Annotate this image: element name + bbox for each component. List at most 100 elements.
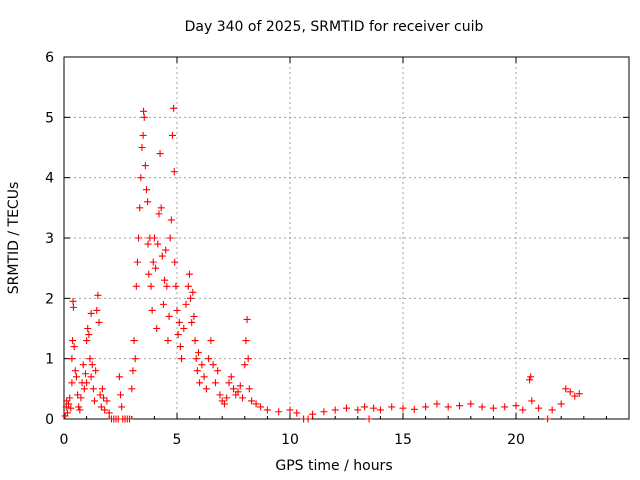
x-tick-label: 10 [281,432,299,448]
data-point [96,391,104,399]
data-point [275,408,283,416]
data-point [189,288,197,296]
data-point [557,400,565,408]
data-point [309,410,317,418]
data-point [178,355,186,363]
data-point [132,282,140,290]
data-point [354,406,362,414]
data-point [205,355,213,363]
data-point [75,403,83,411]
x-tick-label: 20 [507,432,525,448]
data-point [388,403,396,411]
data-point [242,337,250,345]
data-point [94,291,102,299]
chart-title: Day 340 of 2025, SRMTID for receiver cui… [185,19,484,35]
data-point [136,204,144,212]
data-point [202,385,210,393]
x-tick-label: 15 [394,432,412,448]
data-point [100,394,108,402]
data-point [105,409,113,417]
x-axis-label: GPS time / hours [275,458,392,474]
data-point [71,367,79,375]
data-point [234,388,242,396]
data-point [170,104,178,112]
data-point [571,392,579,400]
data-point [150,234,158,242]
y-tick-label: 6 [45,50,54,66]
data-point [147,282,155,290]
data-point [129,367,137,375]
data-point [89,385,97,393]
data-point [252,400,260,408]
data-point [152,264,160,272]
x-tick-label: 0 [60,432,69,448]
y-tick-label: 2 [45,291,54,307]
data-point [207,337,215,345]
data-point [220,400,228,408]
data-point [91,397,99,405]
data-point [128,385,136,393]
data-point [79,361,87,369]
data-point [343,404,350,412]
data-point [399,404,407,412]
data-point [83,379,91,387]
data-point [248,397,256,405]
data-point [501,403,509,411]
data-point [187,294,195,302]
data-point [162,246,170,254]
data-point [135,234,143,242]
data-point [87,309,95,317]
data-point [422,403,430,411]
data-point [191,337,199,345]
data-point [544,415,552,423]
data-point [141,162,149,170]
data-point [130,337,138,345]
data-point [194,349,202,357]
data-point [257,403,265,411]
data-point [137,174,145,182]
data-point [173,306,181,314]
data-point [157,204,165,212]
data-points [61,104,583,423]
data-point [410,405,418,413]
data-point [80,385,88,393]
data-point [216,391,224,399]
data-point [161,276,169,284]
data-point [163,282,171,290]
data-point [174,331,182,339]
data-point [69,297,77,305]
ticks: 0 1 2 3 4 5 6 0 5 10 15 20 [45,50,629,448]
data-point [184,282,192,290]
data-point [376,406,384,414]
data-point [92,367,100,375]
data-point [97,403,105,411]
data-point [142,186,150,194]
data-point [566,388,574,396]
data-point [67,404,75,412]
data-point [196,379,204,387]
data-point [144,198,152,206]
data-point [165,312,173,320]
y-tick-label: 5 [45,110,54,126]
data-point [304,415,312,423]
data-point [88,361,96,369]
data-point [225,379,233,387]
data-point [320,408,328,416]
data-point [166,234,174,242]
data-point [72,373,80,381]
data-point [223,394,231,402]
data-point [139,131,147,139]
data-point [126,415,134,423]
data-point [103,397,111,405]
data-point [175,318,183,326]
data-point [512,402,520,410]
data-point [69,303,77,311]
data-point [433,400,441,408]
data-point [478,403,486,411]
data-point [548,406,556,414]
data-point [159,300,167,308]
data-point [211,379,219,387]
data-point [244,355,252,363]
data-point [526,376,534,384]
